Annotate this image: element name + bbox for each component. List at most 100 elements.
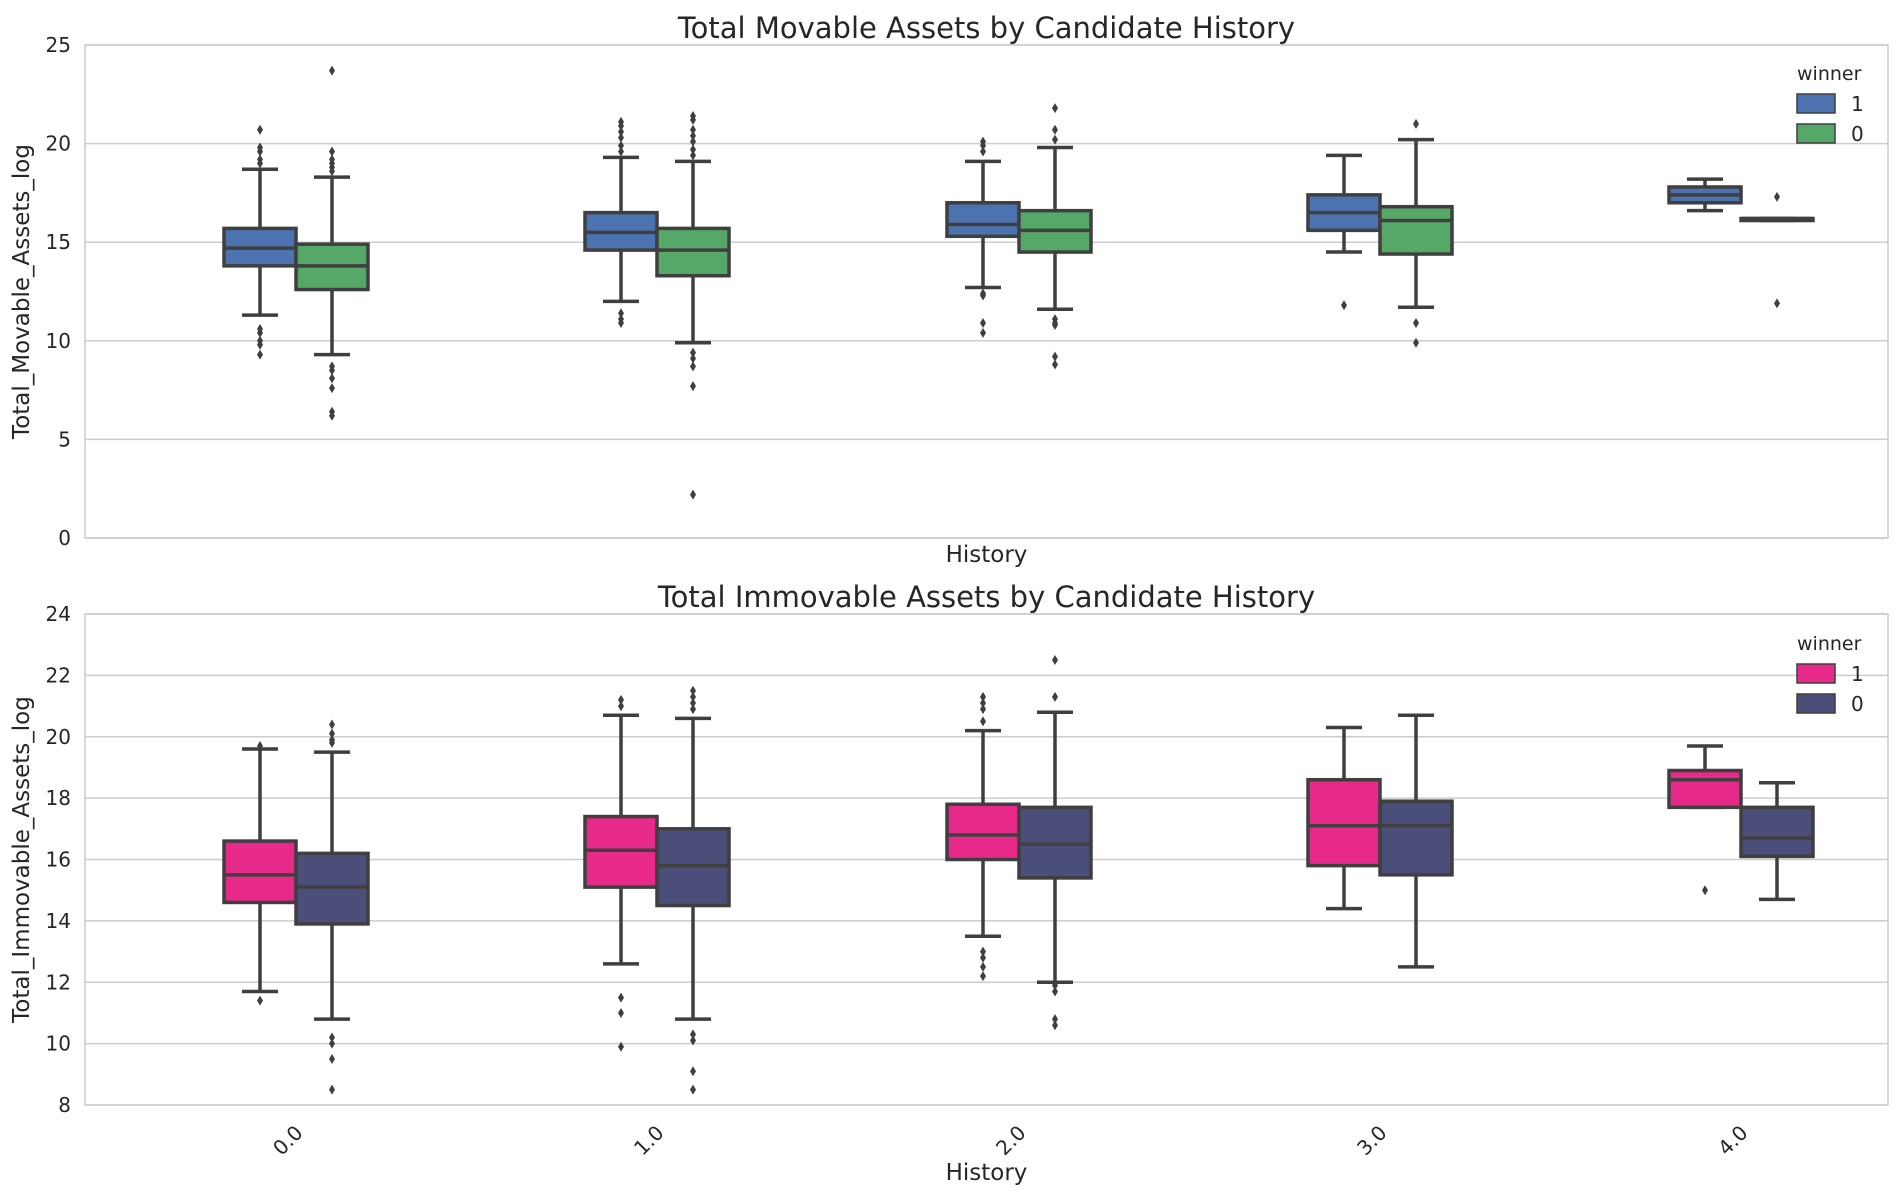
outlier-point: [618, 1041, 624, 1052]
box-series-1-cat-0.0: [222, 740, 298, 1006]
outlier-point: [618, 694, 624, 705]
legend-label: 1: [1851, 92, 1864, 116]
outlier-point: [618, 318, 624, 329]
outlier-point: [329, 1084, 335, 1095]
outlier-point: [690, 697, 696, 708]
legend: winner 1 0: [1796, 63, 1864, 146]
outlier-point: [1413, 318, 1419, 329]
outlier-point: [329, 365, 335, 376]
outlier-point: [980, 327, 986, 338]
y-tick-label: 5: [58, 427, 71, 451]
iqr-box: [1378, 799, 1454, 877]
box-series-0-cat-3.0: [1378, 713, 1454, 969]
outlier-point: [1052, 351, 1058, 362]
box-series-0-cat-1.0: [655, 110, 731, 500]
box-series-1-cat-1.0: [583, 116, 659, 329]
iqr-box: [1667, 768, 1743, 810]
outlier-point: [1052, 134, 1058, 145]
x-tick-label: 1.0: [629, 1121, 668, 1160]
outlier-point: [980, 952, 986, 963]
legend: winner 1 0: [1796, 633, 1864, 716]
box-series-0-cat-1.0: [655, 685, 731, 1095]
legend-swatch: [1796, 123, 1836, 144]
outlier-point: [329, 1038, 335, 1049]
y-tick-label: 8: [58, 1093, 71, 1117]
outlier-point: [1052, 320, 1058, 331]
outlier-point: [257, 339, 263, 350]
outlier-point: [618, 126, 624, 137]
outlier-point: [1052, 124, 1058, 135]
x-tick-label: 3.0: [1352, 1121, 1391, 1160]
outlier-point: [618, 308, 624, 319]
outlier-point: [980, 318, 986, 329]
y-tick-label: 14: [46, 909, 71, 933]
outlier-point: [980, 691, 986, 702]
box-series-1-cat-4.0: [1667, 744, 1743, 896]
outlier-point: [257, 154, 263, 165]
box-series-0-cat-0.0: [294, 65, 370, 421]
y-tick-label: 20: [46, 725, 71, 749]
y-axis-label: Total_Movable_Assets_log: [9, 144, 35, 440]
box-series-1-cat-3.0: [1306, 725, 1382, 911]
x-tick-label: 0.0: [268, 1121, 307, 1160]
box-series-1-cat-3.0: [1306, 153, 1382, 311]
outlier-point: [980, 290, 986, 301]
outlier-point: [329, 410, 335, 421]
outlier-point: [690, 685, 696, 696]
outlier-point: [329, 65, 335, 76]
outlier-point: [618, 132, 624, 143]
box-series-1-cat-2.0: [945, 691, 1021, 982]
outlier-point: [690, 381, 696, 392]
plot-frame: [84, 44, 1889, 539]
iqr-box: [655, 226, 731, 278]
outlier-point: [1774, 298, 1780, 309]
outlier-point: [1341, 300, 1347, 311]
outlier-point: [1052, 655, 1058, 666]
y-tick-label: 15: [46, 230, 71, 254]
outlier-point: [618, 701, 624, 712]
outlier-point: [690, 704, 696, 715]
outlier-point: [1052, 1014, 1058, 1025]
outlier-point: [1413, 118, 1419, 129]
outlier-point: [329, 146, 335, 157]
outlier-point: [690, 150, 696, 161]
outlier-point: [980, 971, 986, 982]
box-series-1-cat-0.0: [222, 124, 298, 360]
chart-title: Total Movable Assets by Candidate Histor…: [677, 11, 1295, 45]
outlier-point: [690, 110, 696, 121]
legend-swatch: [1796, 663, 1836, 684]
legend-label: 0: [1851, 122, 1864, 146]
outlier-point: [257, 124, 263, 135]
outlier-point: [690, 144, 696, 155]
outlier-point: [257, 995, 263, 1006]
outlier-point: [690, 130, 696, 141]
outlier-point: [1702, 885, 1708, 896]
box-series-1-cat-4.0: [1667, 177, 1743, 213]
outlier-point: [1774, 191, 1780, 202]
outlier-point: [980, 704, 986, 715]
outlier-point: [980, 136, 986, 147]
y-axis-label: Total_Immovable_Assets_log: [9, 696, 35, 1024]
y-tick-label: 22: [46, 663, 71, 687]
outlier-point: [329, 154, 335, 165]
legend-swatch: [1796, 693, 1836, 714]
outlier-point: [329, 383, 335, 394]
iqr-box: [945, 802, 1021, 862]
outlier-point: [329, 1053, 335, 1064]
outlier-point: [690, 124, 696, 135]
outlier-point: [618, 146, 624, 157]
outlier-point: [329, 734, 335, 745]
outlier-point: [690, 1066, 696, 1077]
outlier-point: [690, 353, 696, 364]
box-series-1-cat-1.0: [583, 694, 659, 1052]
iqr-box: [1378, 204, 1454, 256]
box-series-0-cat-3.0: [1378, 118, 1454, 348]
box-series-0-cat-0.0: [294, 719, 370, 1095]
plot-frame: [84, 613, 1889, 1106]
box-series-0-cat-4.0: [1739, 191, 1815, 309]
outlier-point: [618, 140, 624, 151]
legend-title: winner: [1797, 633, 1862, 655]
outlier-point: [329, 728, 335, 739]
